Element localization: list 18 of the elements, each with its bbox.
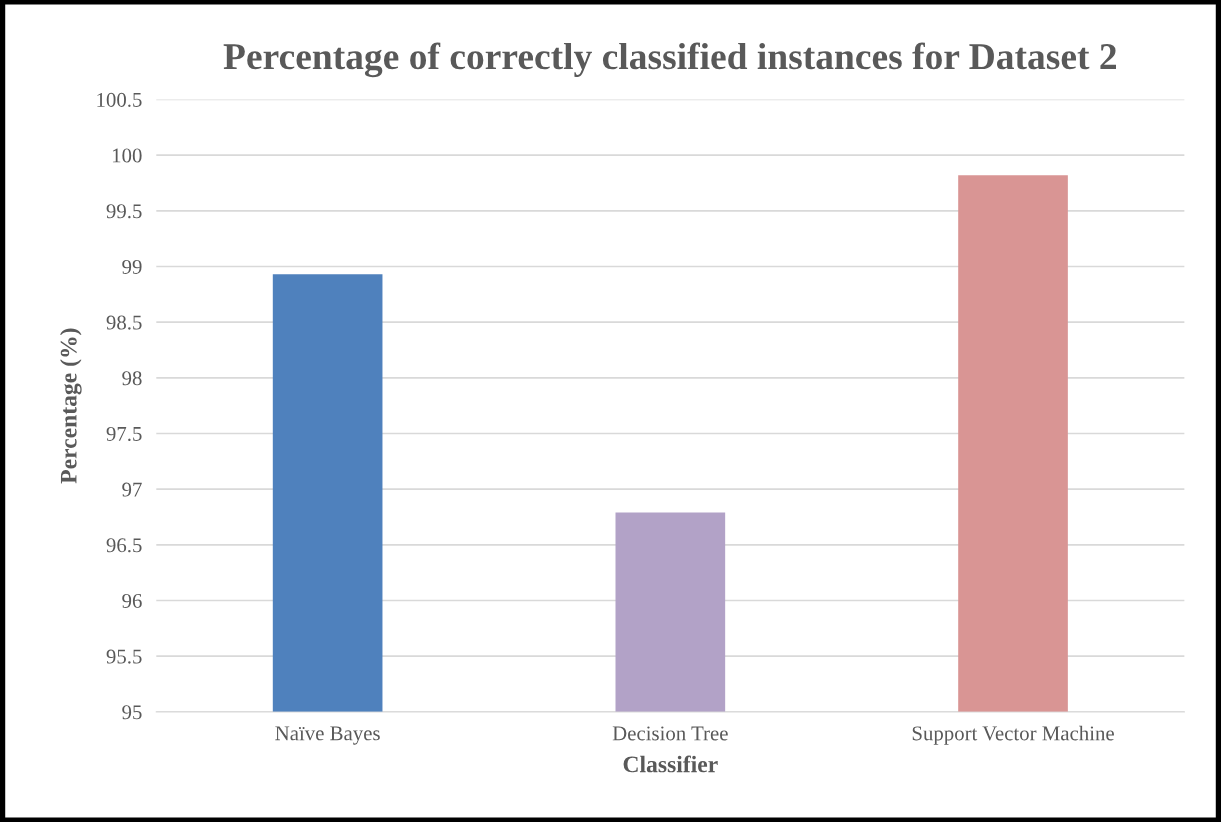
y-tick-label: 96.5 xyxy=(106,538,142,553)
y-axis-title: Percentage (%) xyxy=(60,328,82,484)
y-tick-label: 99 xyxy=(122,259,142,274)
y-tick-label: 100 xyxy=(112,148,142,163)
x-tick-label: Naïve Bayes xyxy=(275,726,380,745)
y-tick-label: 97 xyxy=(122,482,142,497)
chart-title: Percentage of correctly classified instances for Dataset 2 xyxy=(223,42,1116,78)
y-tick-label: 98 xyxy=(122,371,142,386)
y-tick-label: 95.5 xyxy=(106,649,142,664)
x-tick-label: Decision Tree xyxy=(612,726,728,741)
y-tick-label: 97.5 xyxy=(106,426,142,442)
y-tick-label: 96 xyxy=(122,593,142,608)
x-tick-label: Support Vector Machine xyxy=(912,725,1114,745)
y-tick-label: 95 xyxy=(122,705,142,720)
y-tick-label: 100.5 xyxy=(97,92,142,107)
y-tick-label: 98.5 xyxy=(106,315,142,330)
x-axis-title: Classifier xyxy=(623,755,718,773)
y-tick-label: 99.5 xyxy=(106,204,142,219)
